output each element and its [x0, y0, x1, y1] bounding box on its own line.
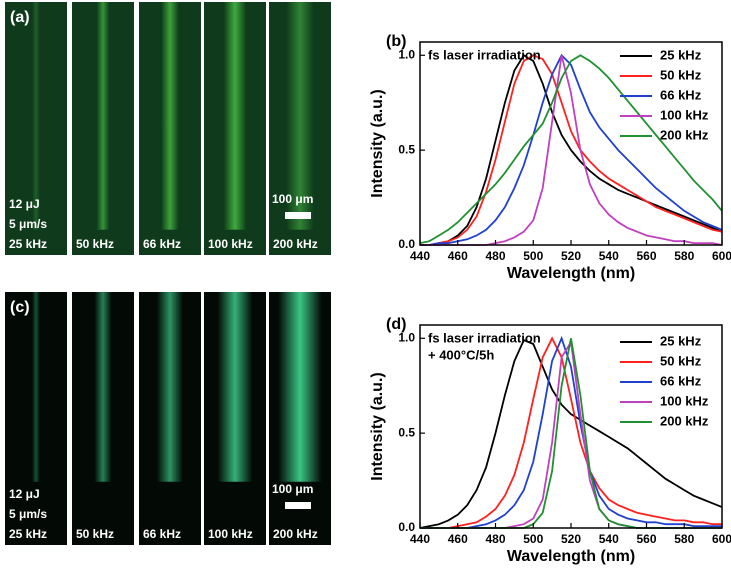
legend-label: 100 kHz — [660, 393, 709, 408]
legend-label: 200 kHz — [660, 413, 709, 428]
x-tick-label: 480 — [485, 249, 505, 263]
fluorescence-streak — [157, 292, 183, 482]
fluorescence-streak — [96, 2, 110, 230]
spectrum-line — [419, 54, 723, 244]
fluorescence-streak — [32, 292, 40, 482]
legend-label: 66 kHz — [660, 373, 702, 388]
fluorescence-streak — [217, 292, 253, 482]
y-axis-label: Intensity (a.u.) — [369, 89, 386, 197]
x-tick-label: 540 — [599, 532, 619, 546]
panel-label: (b) — [386, 33, 406, 50]
x-axis-label: Wavelength (nm) — [507, 548, 635, 565]
x-tick-label: 540 — [599, 249, 619, 263]
legend-label: 66 kHz — [660, 87, 702, 102]
fluorescence-streak — [161, 2, 179, 230]
speed-label: 5 μm/s — [9, 507, 47, 521]
spectrum-line — [420, 54, 723, 246]
x-tick-label: 560 — [636, 532, 656, 546]
energy-label: 12 μJ — [9, 197, 40, 211]
frequency-label: 200 kHz — [273, 527, 318, 541]
x-tick-label: 580 — [674, 249, 694, 263]
spectrum-line — [419, 339, 723, 529]
x-tick-label: 480 — [485, 532, 505, 546]
spectrum-line — [420, 53, 723, 246]
x-tick-label: 500 — [523, 532, 543, 546]
frequency-label: 50 kHz — [76, 237, 114, 251]
frequency-label: 50 kHz — [76, 527, 114, 541]
fluorescence-streak — [286, 2, 314, 230]
legend-label: 100 kHz — [660, 107, 709, 122]
x-tick-label: 600 — [712, 532, 731, 546]
legend-label: 25 kHz — [660, 47, 702, 62]
x-axis-label: Wavelength (nm) — [507, 265, 635, 282]
scale-label: 100 μm — [272, 192, 313, 206]
x-tick-label: 460 — [448, 249, 468, 263]
scale-bar — [285, 212, 311, 219]
y-tick-label: 0.0 — [398, 237, 415, 251]
fluorescence-streak — [32, 2, 40, 230]
y-axis-label: Intensity (a.u.) — [369, 372, 386, 480]
panel-label: (a) — [10, 9, 30, 26]
x-tick-label: 580 — [674, 532, 694, 546]
frequency-label: 66 kHz — [143, 527, 181, 541]
y-tick-label: 0.5 — [398, 425, 415, 439]
x-tick-label: 500 — [523, 249, 543, 263]
frequency-label: 25 kHz — [9, 237, 47, 251]
x-tick-label: 600 — [712, 249, 731, 263]
frequency-label: 66 kHz — [143, 237, 181, 251]
fluorescence-streak — [223, 2, 247, 230]
frequency-label: 200 kHz — [273, 237, 318, 251]
y-tick-label: 1.0 — [398, 47, 415, 61]
panel-label: (d) — [386, 316, 406, 333]
scale-label: 100 μm — [272, 482, 313, 496]
annotation: fs laser irradiation — [428, 47, 541, 62]
frequency-label: 100 kHz — [208, 237, 253, 251]
annotation: + 400°C/5h — [428, 347, 494, 362]
energy-label: 12 μJ — [9, 487, 40, 501]
x-tick-label: 520 — [561, 249, 581, 263]
x-tick-label: 520 — [561, 532, 581, 546]
frequency-label: 25 kHz — [9, 527, 47, 541]
panel-label: (c) — [10, 299, 30, 316]
spectrum-line — [420, 54, 723, 246]
x-tick-label: 560 — [636, 249, 656, 263]
annotation: fs laser irradiation — [428, 330, 541, 345]
y-tick-label: 0.0 — [398, 520, 415, 534]
x-tick-label: 440 — [410, 532, 430, 546]
y-tick-label: 0.5 — [398, 142, 415, 156]
x-tick-label: 460 — [448, 532, 468, 546]
legend-label: 50 kHz — [660, 67, 702, 82]
fluorescence-streak — [94, 292, 112, 482]
spectrum-line — [420, 336, 722, 529]
legend-label: 25 kHz — [660, 333, 702, 348]
frequency-label: 100 kHz — [208, 527, 253, 541]
legend-label: 200 kHz — [660, 127, 709, 142]
fluorescence-streak — [278, 292, 322, 482]
legend-label: 50 kHz — [660, 353, 702, 368]
y-tick-label: 1.0 — [398, 330, 415, 344]
speed-label: 5 μm/s — [9, 217, 47, 231]
scale-bar — [285, 502, 311, 509]
x-tick-label: 440 — [410, 249, 430, 263]
